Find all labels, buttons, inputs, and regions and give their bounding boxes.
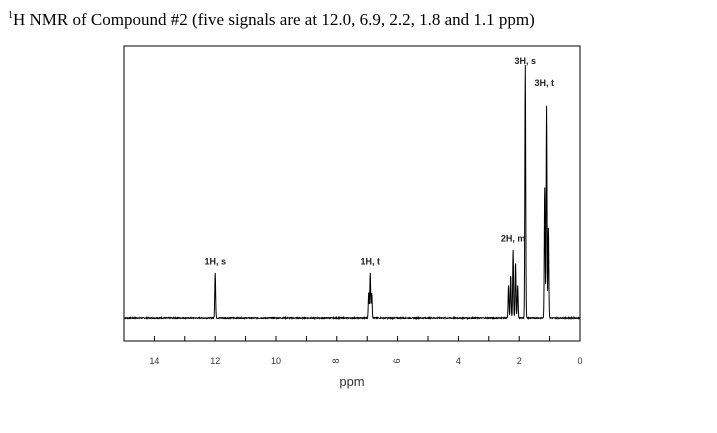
x-tick-label: 0 — [577, 356, 582, 366]
spectrum-line — [123, 64, 581, 321]
plot-frame — [123, 45, 581, 342]
peak-label-1: 1H, s — [204, 256, 226, 266]
x-tick-label: 4 — [456, 356, 461, 366]
x-axis-label: ppm — [339, 374, 364, 389]
chart-title: 1H NMR of Compound #2 (five signals are … — [8, 10, 535, 30]
x-tick-label: 2 — [517, 356, 522, 366]
x-axis-ticks — [123, 336, 581, 341]
peak-label-2: 1H, t — [360, 256, 380, 266]
title-text: H NMR of Compound #2 (five signals are a… — [13, 10, 535, 29]
x-tick-label: 10 — [271, 356, 281, 366]
x-axis-tick-labels: 14 12 10 8 6 4 2 0 — [149, 356, 582, 366]
peak-label-4: 3H, s — [515, 56, 537, 66]
x-tick-label: 12 — [210, 356, 220, 366]
x-tick-label: 14 — [149, 356, 159, 366]
title-superscript: 1 — [8, 10, 13, 21]
peak-label-3: 2H, m — [501, 234, 526, 244]
peak-labels: 1H, s 1H, t 2H, m 3H, s 3H, t — [204, 56, 554, 266]
x-tick-label: 8 — [331, 358, 341, 363]
x-tick-label: 6 — [392, 358, 402, 363]
peak-label-5: 3H, t — [535, 78, 555, 88]
